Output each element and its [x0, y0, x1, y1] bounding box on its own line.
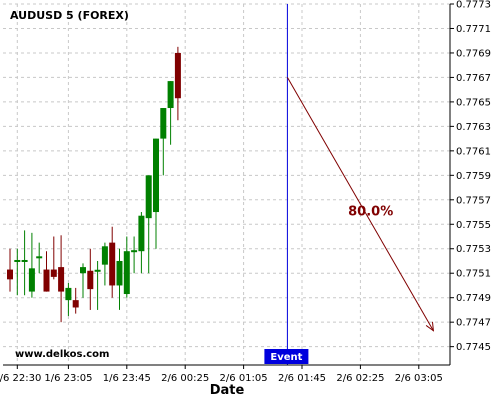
x-tick-label: 2/6 01:45: [278, 373, 326, 384]
y-tick-label: 0.7757: [456, 195, 491, 206]
candle-body-up: [101, 246, 108, 265]
y-tick-label: 0.7759: [456, 171, 491, 182]
event-badge: [264, 349, 309, 364]
x-tick-label: 2/6 03:05: [395, 373, 443, 384]
candle-body-up: [153, 138, 159, 213]
candle-body-up: [65, 287, 72, 301]
candle-body-up: [160, 108, 167, 139]
chart-title: AUDUSD 5 (FOREX): [10, 9, 129, 22]
candle-body-up: [94, 269, 101, 272]
y-tick-label: 0.7771: [456, 24, 491, 35]
candle-body-up: [14, 259, 21, 262]
candles: [7, 46, 181, 323]
y-tick-label: 0.7769: [456, 48, 491, 59]
candle-body-up: [131, 250, 138, 253]
x-axis-label: Date: [210, 383, 245, 398]
y-tick-label: 0.7749: [456, 293, 491, 304]
candle-body-down: [50, 269, 57, 277]
candle-body-up: [28, 268, 35, 292]
y-tick-label: 0.7755: [456, 220, 491, 231]
candle-body-down: [7, 269, 13, 280]
candle-body-up: [138, 215, 145, 252]
prediction-arrow: 80.0%: [286, 77, 435, 332]
y-tick-label: 0.7761: [456, 146, 491, 157]
y-tick-label: 0.7753: [456, 244, 491, 255]
grid: [3, 3, 450, 365]
event-marker: Event: [264, 4, 309, 365]
candle-body-down: [174, 52, 181, 99]
y-tick-label: 0.7773: [456, 0, 491, 11]
prediction-line: [286, 77, 434, 331]
prediction-percentage: 80.0%: [348, 205, 393, 220]
candle-body-down: [87, 270, 94, 290]
candle-body-up: [116, 260, 123, 286]
candle-body-up: [21, 259, 28, 262]
x-tick-label: 2/6 01:05: [220, 373, 268, 384]
axes: 0.7773 0.7771 0.7769 0.7767 0.7765 0.7763 0.77…: [0, 0, 491, 384]
candle-body-down: [43, 269, 50, 292]
x-tick-label: 2/6 00:25: [161, 373, 209, 384]
candle-body-up: [123, 251, 130, 295]
y-tick-label: 0.7745: [456, 342, 491, 353]
y-tick-label: 0.7751: [456, 269, 491, 280]
prediction-arrowhead: [425, 321, 435, 332]
y-tick-label: 0.7765: [456, 97, 491, 108]
watermark: www.delkos.com: [15, 349, 109, 360]
y-tick-label: 0.7767: [456, 73, 491, 84]
candle-body-down: [58, 267, 65, 292]
candle-body-up: [80, 267, 86, 274]
candle-body-up: [145, 175, 152, 219]
event-label: Event: [270, 352, 302, 363]
y-tick-label: 0.7747: [456, 318, 491, 329]
y-tick-label: 0.7763: [456, 122, 491, 133]
x-tick-label: 1/6 23:05: [44, 373, 92, 384]
candle-body-up: [36, 256, 43, 259]
candle-body-down: [109, 242, 116, 286]
x-tick-label: 1/6 22:30: [0, 373, 41, 384]
candle-body-down: [72, 300, 79, 308]
candle-body-up: [167, 81, 174, 109]
x-tick-label: 2/6 02:25: [336, 373, 384, 384]
x-tick-label: 1/6 23:45: [103, 373, 151, 384]
